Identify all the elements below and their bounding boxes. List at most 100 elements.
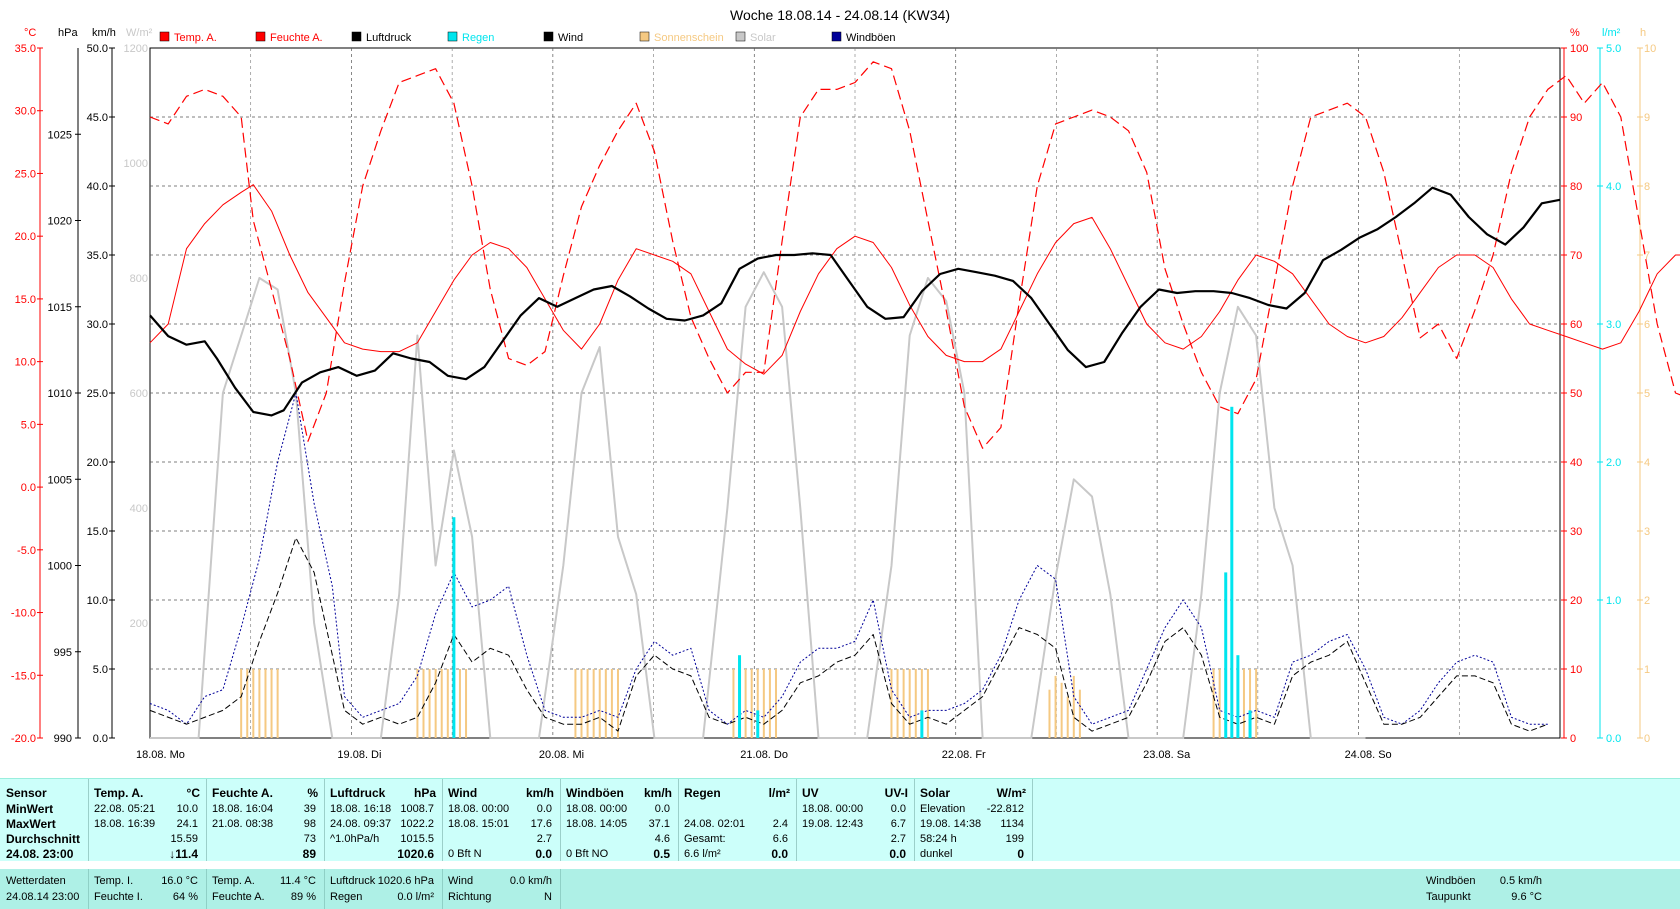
current-label: Wind [448,875,474,887]
stats-cell-label: ^1.0hPa/h [330,833,380,845]
stats-cell-value: 0.0 [654,803,670,815]
plot-area [149,61,1680,739]
axis-tick-temp_c: 20.0 [15,231,36,243]
x-tick-label: 23.08. Sa [1143,749,1191,761]
sunshine-bar [440,669,443,738]
legend-label: Sonnenschein [654,32,724,44]
axis-tick-temp_c: 15.0 [15,294,36,306]
stats-cell-value: 0.0 [536,803,552,815]
axis-tick-rain_lm2: 0.0 [1606,733,1621,745]
stats-cell-label: 22.08. 05:21 [94,803,156,815]
stats-header-luftdruck: Luftdruck [330,786,386,800]
axis-tick-rain_lm2: 5.0 [1606,43,1621,55]
axis-tick-temp_c: 30.0 [15,106,36,118]
axis-tick-wind_kmh: 45.0 [87,112,108,124]
legend-swatch [735,31,746,42]
chart-title: Woche 18.08.14 - 24.08.14 (KW34) [730,7,950,23]
stats-cell-label: 18.08. 16:18 [330,803,392,815]
axis-tick-pressure_hpa: 1010 [48,388,72,400]
solar-line [150,271,1366,739]
axis-tick-pressure_hpa: 1015 [48,302,72,314]
sunshine-bar [920,669,923,738]
stats-col-luftdruck: Luftdruck hPa 18.08. 16:18 1008.7 24.08. 09:… [324,779,443,861]
sunshine-bar [458,669,461,738]
stats-header-feuchte: Feuchte A. [212,786,273,800]
sunshine-bar [276,669,279,738]
sunshine-bar [428,669,431,738]
stats-cell-label: 58:24 h [920,833,957,845]
current-col-c3: Luftdruck 1020.6 hPa Regen 0.0 l/m² [324,869,443,909]
sunshine-bar [616,669,619,738]
stats-col-uv: UV UV-I 18.08. 00:00 0.0 19.08. 12:43 6.7 2.7 0… [796,779,915,861]
rain-bar [1236,655,1240,738]
stats-cell-value: 24.1 [176,818,198,830]
axis-tick-temp_c: 10.0 [15,357,36,369]
stats-cell-value: 98 [303,818,316,830]
legend-swatch [159,31,170,42]
axis-tick-sun_h: 3 [1644,526,1650,538]
axis-tick-temp_c: -5.0 [17,545,36,557]
rain-bar [738,655,742,738]
stats-unit-boeen: km/h [643,786,672,800]
sunshine-bar [908,669,911,738]
current-value: 64 % [172,891,198,903]
stats-header-sensor: Sensor [6,786,47,800]
axis-tick-temp_c: -20.0 [11,733,36,745]
axis-tick-humidity_pct: 30 [1570,526,1582,538]
sunshine-bar [1066,696,1069,738]
rain-bar [1248,710,1252,738]
axis-tick-solar_wm2: 600 [130,388,148,400]
current-label: Temp. I. [94,875,134,887]
stats-cell-label: 24.08. 02:01 [684,818,746,830]
sunshine-bar [756,669,759,738]
current-label: Wetterdaten [6,875,66,887]
x-tick-label: 20.08. Mi [539,749,584,761]
stats-cell-value: 1022.2 [400,818,434,830]
current-weather-panel: Wetterdaten 24.08.14 23:00 Temp. I. 16.0 °C… [0,869,1680,909]
stats-header-uv: UV [802,786,819,800]
legend-label: Temp. A. [174,32,217,44]
stats-row-label: Durchschnitt [6,832,81,846]
rain-bar [1230,406,1234,738]
stats-cell-value: 0.0 [890,803,906,815]
stats-cell-value: 0.5 [653,847,670,861]
axis-unit-humidity_pct: % [1570,27,1580,39]
axis-tick-wind_kmh: 5.0 [93,664,108,676]
axis-tick-humidity_pct: 70 [1570,250,1582,262]
sunshine-bar [1255,669,1258,738]
sunshine-bar [246,669,249,738]
stats-row-label: MaxWert [6,817,56,831]
stats-cell-value: 199 [1005,833,1024,845]
weather-chart: Woche 18.08.14 - 24.08.14 (KW34) Temp. A… [11,7,1680,761]
stats-row-label: MinWert [6,802,54,816]
axis-tick-sun_h: 4 [1644,457,1650,469]
stats-cell-label: Gesamt: [684,833,726,845]
axis-tick-wind_kmh: 10.0 [87,595,108,607]
sunshine-bar [416,669,419,738]
stats-cell-label: Elevation [920,803,966,815]
sunshine-bar [732,669,735,738]
legend-label: Windböen [846,32,896,44]
axis-tick-temp_c: 25.0 [15,168,36,180]
stats-header-solar: Solar [920,786,951,800]
rain-bar [1224,572,1228,738]
stats-cell-value: 2.7 [536,833,552,845]
sunshine-bar [574,669,577,738]
stats-cell-value: 0.0 [535,847,552,861]
stats-cell-value: ↓11.4 [169,847,198,861]
x-tick-label: 24.08. So [1345,749,1392,761]
current-value: 0.0 km/h [509,875,552,887]
stats-unit-solar: W/m² [996,786,1026,800]
legend-label: Feuchte A. [270,32,323,44]
legend-label: Regen [462,32,494,44]
sunshine-bar [1054,675,1057,738]
sunshine-bar [252,669,255,738]
current-value: 89 % [290,891,316,903]
axis-tick-rain_lm2: 2.0 [1606,457,1621,469]
sunshine-bar [586,669,589,738]
stats-cell-label: 0 Bft NO [566,848,609,860]
axis-tick-temp_c: 35.0 [15,43,36,55]
stats-header-temp: Temp. A. [94,786,144,800]
current-value: 1020.6 hPa [377,875,434,887]
current-label: Temp. A. [212,875,255,887]
